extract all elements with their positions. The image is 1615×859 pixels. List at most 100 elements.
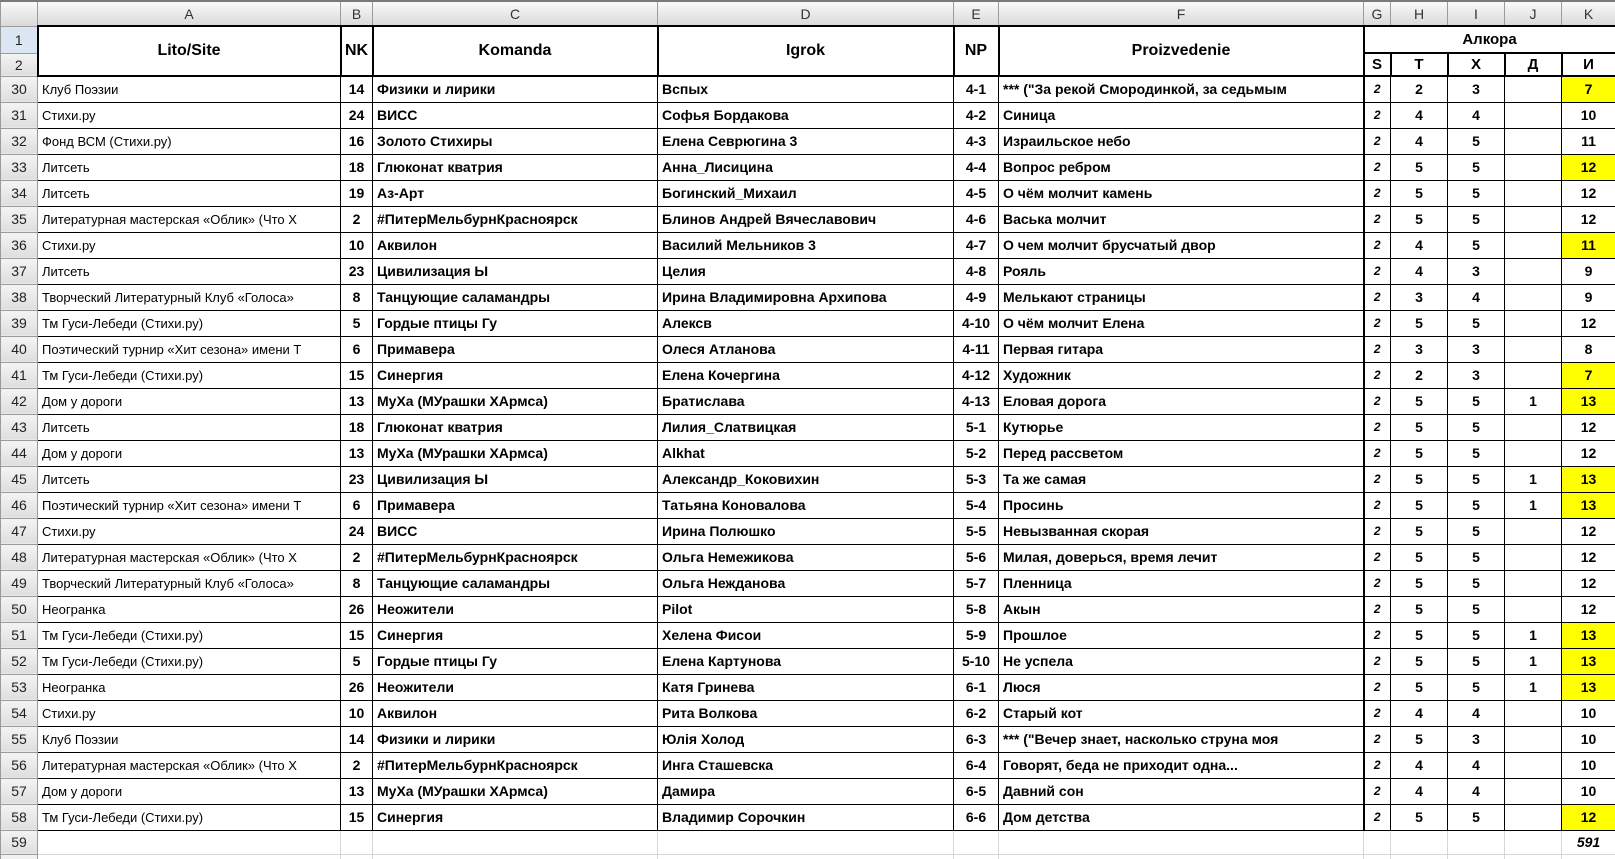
cell-np[interactable]: 6-2 xyxy=(953,699,999,727)
cell-nk[interactable]: 24 xyxy=(340,517,373,545)
cell-np[interactable]: 4-1 xyxy=(953,75,999,103)
cell-proizvedenie[interactable]: Та же самая xyxy=(998,465,1364,493)
cell-score-x[interactable]: 3 xyxy=(1447,75,1505,103)
header-s[interactable]: S xyxy=(1362,52,1392,77)
row-header[interactable]: 32 xyxy=(0,127,38,155)
cell-np[interactable]: 6-4 xyxy=(953,751,999,779)
select-all-corner[interactable] xyxy=(0,0,38,27)
cell-np[interactable]: 6-6 xyxy=(953,803,999,831)
cell-score-total[interactable]: 7 xyxy=(1561,75,1615,103)
cell-np[interactable]: 4-10 xyxy=(953,309,999,337)
cell-score-total[interactable]: 10 xyxy=(1561,101,1615,129)
cell-score-d[interactable] xyxy=(1504,309,1562,337)
cell-np[interactable]: 4-13 xyxy=(953,387,999,415)
cell-komanda[interactable]: ВИСС xyxy=(372,517,658,545)
cell-score-t[interactable]: 5 xyxy=(1390,647,1448,675)
cell-np[interactable]: 4-2 xyxy=(953,101,999,129)
cell-empty[interactable] xyxy=(340,829,373,855)
cell-score-x[interactable]: 5 xyxy=(1447,387,1505,415)
cell-score-total[interactable]: 13 xyxy=(1561,491,1615,519)
cell-score-x[interactable]: 5 xyxy=(1447,803,1505,831)
cell-proizvedenie[interactable]: Рояль xyxy=(998,257,1364,285)
cell-igrok[interactable]: Софья Бордакова xyxy=(657,101,954,129)
cell-empty[interactable] xyxy=(1363,829,1391,855)
cell-score-x[interactable]: 5 xyxy=(1447,127,1505,155)
cell-lito-site[interactable]: Литературная мастерская «Облик» (Что Х xyxy=(37,751,341,779)
cell-komanda[interactable]: Танцующие саламандры xyxy=(372,569,658,597)
cell-np[interactable]: 6-5 xyxy=(953,777,999,805)
cell-nk[interactable]: 18 xyxy=(340,153,373,181)
cell-proizvedenie[interactable]: *** ("Вечер знает, насколько струна моя xyxy=(998,725,1364,753)
cell-proizvedenie[interactable]: О чем молчит брусчатый двор xyxy=(998,231,1364,259)
cell-score-s[interactable]: 2 xyxy=(1362,595,1391,623)
cell-nk[interactable]: 14 xyxy=(340,725,373,753)
cell-score-s[interactable]: 2 xyxy=(1362,75,1391,103)
cell-proizvedenie[interactable]: Первая гитара xyxy=(998,335,1364,363)
row-header[interactable]: 47 xyxy=(0,517,38,545)
cell-score-x[interactable]: 5 xyxy=(1447,439,1505,467)
cell-lito-site[interactable]: Тм Гуси-Лебеди (Стихи.ру) xyxy=(37,803,341,831)
cell-igrok[interactable]: Елена Картунова xyxy=(657,647,954,675)
cell-score-t[interactable]: 2 xyxy=(1390,75,1448,103)
cell-komanda[interactable]: Танцующие саламандры xyxy=(372,283,658,311)
cell-komanda[interactable]: Аквилон xyxy=(372,699,658,727)
cell-score-d[interactable] xyxy=(1504,517,1562,545)
cell-score-t[interactable]: 5 xyxy=(1390,803,1448,831)
cell-lito-site[interactable]: Неогранка xyxy=(37,673,341,701)
row-header[interactable]: 50 xyxy=(0,595,38,623)
cell-np[interactable]: 5-1 xyxy=(953,413,999,441)
cell-np[interactable]: 6-3 xyxy=(953,725,999,753)
cell-score-total[interactable]: 12 xyxy=(1561,569,1615,597)
cell-score-s[interactable]: 2 xyxy=(1362,387,1391,415)
cell-score-s[interactable]: 2 xyxy=(1362,777,1391,805)
cell-empty[interactable] xyxy=(998,829,1364,855)
cell-empty[interactable] xyxy=(1390,829,1448,855)
column-header-h[interactable]: H xyxy=(1390,0,1448,27)
cell-score-s[interactable]: 2 xyxy=(1362,673,1391,701)
cell-score-t[interactable]: 5 xyxy=(1390,491,1448,519)
cell-score-d[interactable] xyxy=(1504,75,1562,103)
cell-score-d[interactable] xyxy=(1504,413,1562,441)
cell-score-total[interactable]: 12 xyxy=(1561,595,1615,623)
cell-empty[interactable] xyxy=(1504,829,1562,855)
cell-igrok[interactable]: Владимир Сорочкин xyxy=(657,803,954,831)
cell-score-total[interactable]: 11 xyxy=(1561,231,1615,259)
row-header-2[interactable]: 2 xyxy=(0,52,38,77)
cell-igrok[interactable]: Елена Кочергина xyxy=(657,361,954,389)
header-t[interactable]: Т xyxy=(1389,52,1449,77)
cell-empty[interactable] xyxy=(37,829,341,855)
cell-score-t[interactable]: 4 xyxy=(1390,231,1448,259)
cell-score-total[interactable]: 12 xyxy=(1561,439,1615,467)
row-header[interactable]: 38 xyxy=(0,283,38,311)
cell-proizvedenie[interactable]: Вопрос ребром xyxy=(998,153,1364,181)
row-header[interactable]: 36 xyxy=(0,231,38,259)
cell-score-t[interactable]: 5 xyxy=(1390,309,1448,337)
cell-score-x[interactable]: 5 xyxy=(1447,491,1505,519)
cell-score-x[interactable]: 5 xyxy=(1447,543,1505,571)
cell-lito-site[interactable]: Фонд ВСМ (Стихи.ру) xyxy=(37,127,341,155)
cell-score-total[interactable]: 12 xyxy=(1561,543,1615,571)
cell-lito-site[interactable]: Творческий Литературный Клуб «Голоса» xyxy=(37,283,341,311)
cell-proizvedenie[interactable]: Прошлое xyxy=(998,621,1364,649)
cell-proizvedenie[interactable]: Кутюрье xyxy=(998,413,1364,441)
cell-score-total[interactable]: 10 xyxy=(1561,699,1615,727)
cell-proizvedenie[interactable]: Старый кот xyxy=(998,699,1364,727)
row-header[interactable]: 35 xyxy=(0,205,38,233)
cell-komanda[interactable]: Гордые птицы Гу xyxy=(372,309,658,337)
row-header[interactable]: 45 xyxy=(0,465,38,493)
cell-empty[interactable] xyxy=(1447,829,1505,855)
cell-score-x[interactable]: 4 xyxy=(1447,751,1505,779)
cell-score-s[interactable]: 2 xyxy=(1362,647,1391,675)
cell-komanda[interactable]: Синергия xyxy=(372,361,658,389)
cell-nk[interactable]: 15 xyxy=(340,803,373,831)
cell-score-s[interactable]: 2 xyxy=(1362,465,1391,493)
cell-score-total[interactable]: 8 xyxy=(1561,335,1615,363)
cell-igrok[interactable]: Александр_Коковихин xyxy=(657,465,954,493)
cell-igrok[interactable]: Татьяна Коновалова xyxy=(657,491,954,519)
cell-score-s[interactable]: 2 xyxy=(1362,699,1391,727)
cell-empty[interactable] xyxy=(372,829,658,855)
cell-score-total[interactable]: 13 xyxy=(1561,647,1615,675)
cell-komanda[interactable]: Примавера xyxy=(372,491,658,519)
cell-igrok[interactable]: Братислава xyxy=(657,387,954,415)
header-lito-site[interactable]: Lito/Site xyxy=(36,25,342,77)
